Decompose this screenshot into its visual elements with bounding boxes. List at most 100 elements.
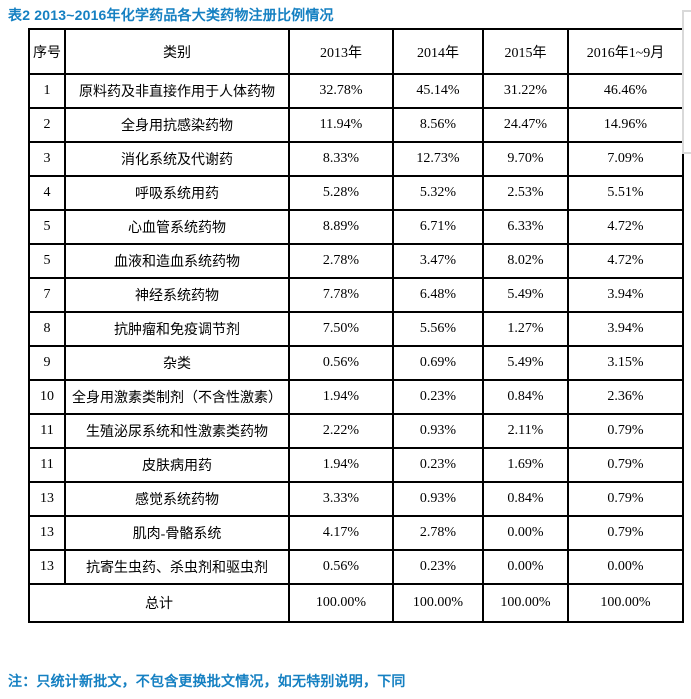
index-cell: 7 — [28, 277, 66, 313]
value-cell: 2.78% — [288, 243, 394, 279]
value-cell: 12.73% — [392, 141, 484, 177]
value-cell: 7.50% — [288, 311, 394, 347]
value-cell: 0.23% — [392, 379, 484, 415]
value-cell: 0.79% — [567, 413, 684, 449]
category-cell: 神经系统药物 — [64, 277, 290, 313]
registration-ratio-table: 序号 类别 2013年 2014年 2015年 2016年1~9月 1 原料药及非… — [28, 28, 684, 623]
total-value-cell: 100.00% — [567, 583, 684, 623]
table-row: 8 抗肿瘤和免疫调节剂 7.50% 5.56% 1.27% 3.94% — [28, 311, 684, 347]
category-cell: 心血管系统药物 — [64, 209, 290, 245]
table-row: 13 抗寄生虫药、杀虫剂和驱虫剂 0.56% 0.23% 0.00% 0.00% — [28, 549, 684, 585]
value-cell: 5.32% — [392, 175, 484, 211]
category-cell: 原料药及非直接作用于人体药物 — [64, 73, 290, 109]
index-cell: 2 — [28, 107, 66, 143]
value-cell: 3.47% — [392, 243, 484, 279]
table-row: 3 消化系统及代谢药 8.33% 12.73% 9.70% 7.09% — [28, 141, 684, 177]
index-cell: 1 — [28, 73, 66, 109]
value-cell: 5.49% — [482, 277, 569, 313]
table-body: 1 原料药及非直接作用于人体药物 32.78% 45.14% 31.22% 46.46% 2… — [28, 73, 684, 585]
value-cell: 0.56% — [288, 549, 394, 585]
value-cell: 1.27% — [482, 311, 569, 347]
index-cell: 13 — [28, 481, 66, 517]
value-cell: 6.48% — [392, 277, 484, 313]
value-cell: 0.69% — [392, 345, 484, 381]
value-cell: 0.93% — [392, 481, 484, 517]
category-cell: 抗肿瘤和免疫调节剂 — [64, 311, 290, 347]
value-cell: 1.69% — [482, 447, 569, 483]
value-cell: 14.96% — [567, 107, 684, 143]
index-cell: 13 — [28, 549, 66, 585]
table-row: 5 血液和造血系统药物 2.78% 3.47% 8.02% 4.72% — [28, 243, 684, 279]
index-cell: 13 — [28, 515, 66, 551]
value-cell: 31.22% — [482, 73, 569, 109]
table-row: 5 心血管系统药物 8.89% 6.71% 6.33% 4.72% — [28, 209, 684, 245]
index-cell: 3 — [28, 141, 66, 177]
table-row: 1 原料药及非直接作用于人体药物 32.78% 45.14% 31.22% 46.46% — [28, 73, 684, 109]
table-row: 10 全身用激素类制剂（不含性激素） 1.94% 0.23% 0.84% 2.36% — [28, 379, 684, 415]
category-cell: 杂类 — [64, 345, 290, 381]
table-title: 表2 2013~2016年化学药品各大类药物注册比例情况 — [8, 7, 334, 23]
header-cell-2016: 2016年1~9月 — [567, 28, 684, 75]
value-cell: 0.00% — [482, 515, 569, 551]
index-cell: 4 — [28, 175, 66, 211]
value-cell: 0.79% — [567, 481, 684, 517]
value-cell: 3.94% — [567, 277, 684, 313]
value-cell: 0.23% — [392, 549, 484, 585]
category-cell: 感觉系统药物 — [64, 481, 290, 517]
total-value-cell: 100.00% — [482, 583, 569, 623]
value-cell: 4.72% — [567, 209, 684, 245]
value-cell: 5.56% — [392, 311, 484, 347]
value-cell: 3.15% — [567, 345, 684, 381]
value-cell: 0.79% — [567, 447, 684, 483]
value-cell: 1.94% — [288, 447, 394, 483]
header-cell-category: 类别 — [64, 28, 290, 75]
index-cell: 11 — [28, 447, 66, 483]
cropped-frame-edge — [682, 10, 691, 154]
value-cell: 0.00% — [482, 549, 569, 585]
category-cell: 全身用激素类制剂（不含性激素） — [64, 379, 290, 415]
value-cell: 0.79% — [567, 515, 684, 551]
total-value-cell: 100.00% — [392, 583, 484, 623]
value-cell: 7.78% — [288, 277, 394, 313]
value-cell: 1.94% — [288, 379, 394, 415]
value-cell: 8.56% — [392, 107, 484, 143]
value-cell: 0.56% — [288, 345, 394, 381]
value-cell: 6.33% — [482, 209, 569, 245]
index-cell: 5 — [28, 209, 66, 245]
index-cell: 11 — [28, 413, 66, 449]
header-cell-2013: 2013年 — [288, 28, 394, 75]
value-cell: 0.93% — [392, 413, 484, 449]
header-cell-2014: 2014年 — [392, 28, 484, 75]
value-cell: 0.23% — [392, 447, 484, 483]
value-cell: 45.14% — [392, 73, 484, 109]
value-cell: 2.53% — [482, 175, 569, 211]
index-cell: 8 — [28, 311, 66, 347]
category-cell: 抗寄生虫药、杀虫剂和驱虫剂 — [64, 549, 290, 585]
category-cell: 生殖泌尿系统和性激素类药物 — [64, 413, 290, 449]
value-cell: 2.78% — [392, 515, 484, 551]
category-cell: 全身用抗感染药物 — [64, 107, 290, 143]
header-cell-index: 序号 — [28, 28, 66, 75]
category-cell: 血液和造血系统药物 — [64, 243, 290, 279]
value-cell: 5.49% — [482, 345, 569, 381]
value-cell: 4.17% — [288, 515, 394, 551]
value-cell: 4.72% — [567, 243, 684, 279]
value-cell: 2.11% — [482, 413, 569, 449]
value-cell: 32.78% — [288, 73, 394, 109]
value-cell: 3.33% — [288, 481, 394, 517]
value-cell: 0.84% — [482, 379, 569, 415]
value-cell: 8.33% — [288, 141, 394, 177]
value-cell: 9.70% — [482, 141, 569, 177]
category-cell: 皮肤病用药 — [64, 447, 290, 483]
table-header-row: 序号 类别 2013年 2014年 2015年 2016年1~9月 — [28, 28, 684, 75]
value-cell: 5.51% — [567, 175, 684, 211]
table-row: 7 神经系统药物 7.78% 6.48% 5.49% 3.94% — [28, 277, 684, 313]
table-row: 2 全身用抗感染药物 11.94% 8.56% 24.47% 14.96% — [28, 107, 684, 143]
table-row: 9 杂类 0.56% 0.69% 5.49% 3.15% — [28, 345, 684, 381]
value-cell: 7.09% — [567, 141, 684, 177]
value-cell: 24.47% — [482, 107, 569, 143]
value-cell: 46.46% — [567, 73, 684, 109]
value-cell: 11.94% — [288, 107, 394, 143]
value-cell: 3.94% — [567, 311, 684, 347]
